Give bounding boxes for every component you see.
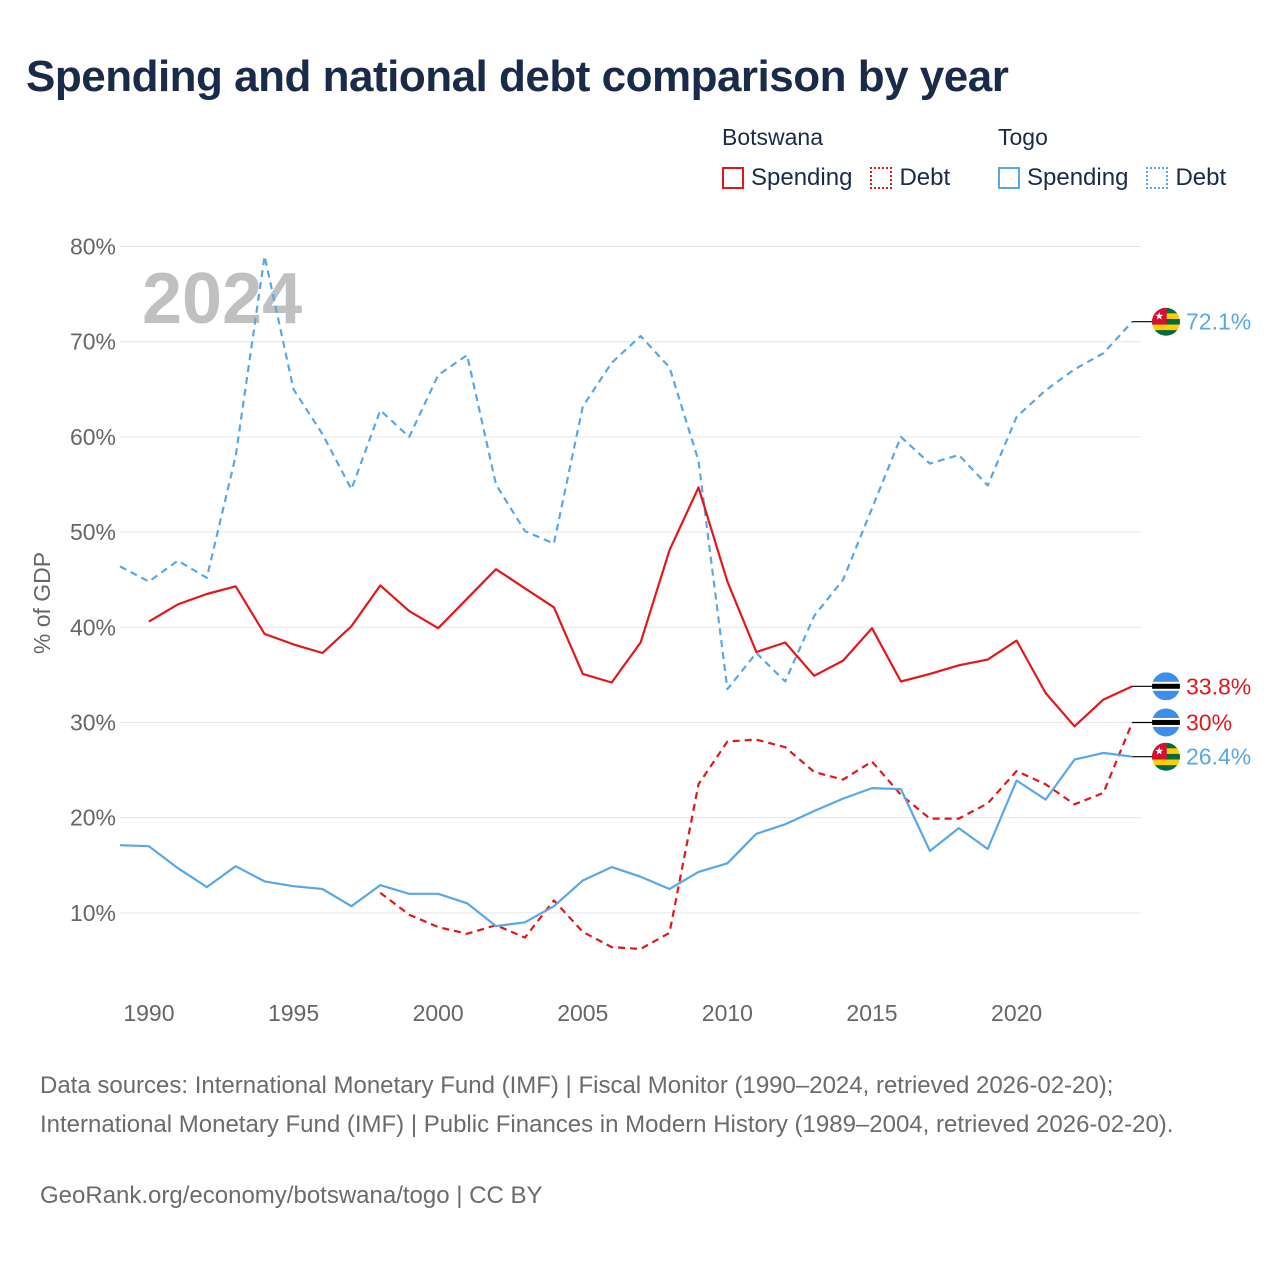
legend-label-botswana-debt: Debt bbox=[899, 164, 951, 191]
x-tick-label-2015: 2015 bbox=[846, 1000, 897, 1026]
legend-swatch-togo-debt bbox=[1146, 167, 1169, 189]
x-tick-label-2020: 2020 bbox=[991, 1000, 1042, 1026]
end-value-label-botswana-debt: 30% bbox=[1186, 709, 1232, 735]
x-tick-label-2000: 2000 bbox=[413, 1000, 464, 1026]
end-value-label-togo-debt: 72.1% bbox=[1186, 309, 1251, 335]
y-tick-label-60: 60% bbox=[70, 424, 116, 450]
botswana-flag-icon bbox=[1152, 708, 1180, 737]
x-tick-label-2005: 2005 bbox=[557, 1000, 608, 1026]
y-tick-label-20: 20% bbox=[70, 805, 116, 831]
legend-label-togo-spending: Spending bbox=[1027, 164, 1129, 191]
series-line-botswana-debt[interactable] bbox=[379, 722, 1134, 951]
legend-group-botswana: Botswana Spending Debt bbox=[722, 124, 950, 192]
togo-flag-icon bbox=[1152, 307, 1180, 336]
legend-country-botswana: Botswana bbox=[722, 124, 824, 150]
series-line-botswana-spending[interactable] bbox=[148, 486, 1133, 728]
end-value-label-botswana-spending: 33.8% bbox=[1186, 673, 1251, 699]
y-axis-ticks: 10% 20% 30% 40% 50% 60% 70% 80% bbox=[70, 234, 116, 926]
legend-group-togo: Togo Spending Debt bbox=[998, 124, 1226, 192]
end-value-label-togo-spending: 26.4% bbox=[1186, 744, 1251, 770]
year-watermark: 2024 bbox=[142, 259, 302, 339]
y-tick-label-30: 30% bbox=[70, 709, 116, 735]
legend-item-botswana-spending[interactable]: Spending bbox=[722, 164, 852, 192]
chart-plot: 2024 10% 20% 30% 40% 50% 60% 70% 80% 1990 1995 20… bbox=[29, 234, 1251, 1026]
y-axis-label: % of GDP bbox=[29, 552, 55, 654]
togo-flag-icon bbox=[1152, 742, 1180, 771]
y-tick-label-40: 40% bbox=[70, 614, 116, 640]
x-tick-label-1990: 1990 bbox=[123, 1000, 174, 1026]
legend-swatch-botswana-spending bbox=[722, 167, 744, 189]
legend-country-togo: Togo bbox=[998, 124, 1048, 150]
y-tick-label-70: 70% bbox=[70, 329, 116, 355]
end-marker-togo-spending: 26.4% bbox=[1132, 742, 1251, 771]
end-marker-botswana-spending: 33.8% bbox=[1132, 672, 1251, 701]
end-marker-botswana-debt: 30% bbox=[1132, 708, 1232, 737]
legend-item-togo-spending[interactable]: Spending bbox=[998, 164, 1128, 192]
x-axis-ticks: 1990 1995 2000 2005 2010 2015 2020 bbox=[123, 1000, 1042, 1026]
series-layer bbox=[119, 255, 1134, 951]
end-labels: 72.1% 33.8% 30% 26.4% bbox=[1132, 307, 1251, 771]
legend-swatch-botswana-debt bbox=[870, 167, 893, 189]
x-tick-label-2010: 2010 bbox=[702, 1000, 753, 1026]
y-tick-label-80: 80% bbox=[70, 234, 116, 260]
x-tick-label-1995: 1995 bbox=[268, 1000, 319, 1026]
legend-label-botswana-spending: Spending bbox=[751, 164, 853, 191]
series-line-togo-debt[interactable] bbox=[119, 255, 1134, 691]
credit-line[interactable]: GeoRank.org/economy/botswana/togo | CC B… bbox=[40, 1182, 543, 1209]
end-marker-togo-debt: 72.1% bbox=[1132, 307, 1251, 336]
legend-label-togo-debt: Debt bbox=[1175, 164, 1227, 191]
grid-lines bbox=[120, 246, 1141, 914]
chart-title: Spending and national debt comparison by… bbox=[26, 52, 1009, 101]
y-tick-label-50: 50% bbox=[70, 519, 116, 545]
series-line-togo-spending[interactable] bbox=[119, 751, 1133, 928]
botswana-flag-icon bbox=[1152, 672, 1180, 701]
legend-swatch-togo-spending bbox=[998, 167, 1020, 189]
data-sources: Data sources: International Monetary Fun… bbox=[40, 1072, 1174, 1138]
legend-item-botswana-debt[interactable]: Debt bbox=[870, 164, 950, 192]
y-tick-label-10: 10% bbox=[70, 900, 116, 926]
legend-item-togo-debt[interactable]: Debt bbox=[1146, 164, 1226, 192]
